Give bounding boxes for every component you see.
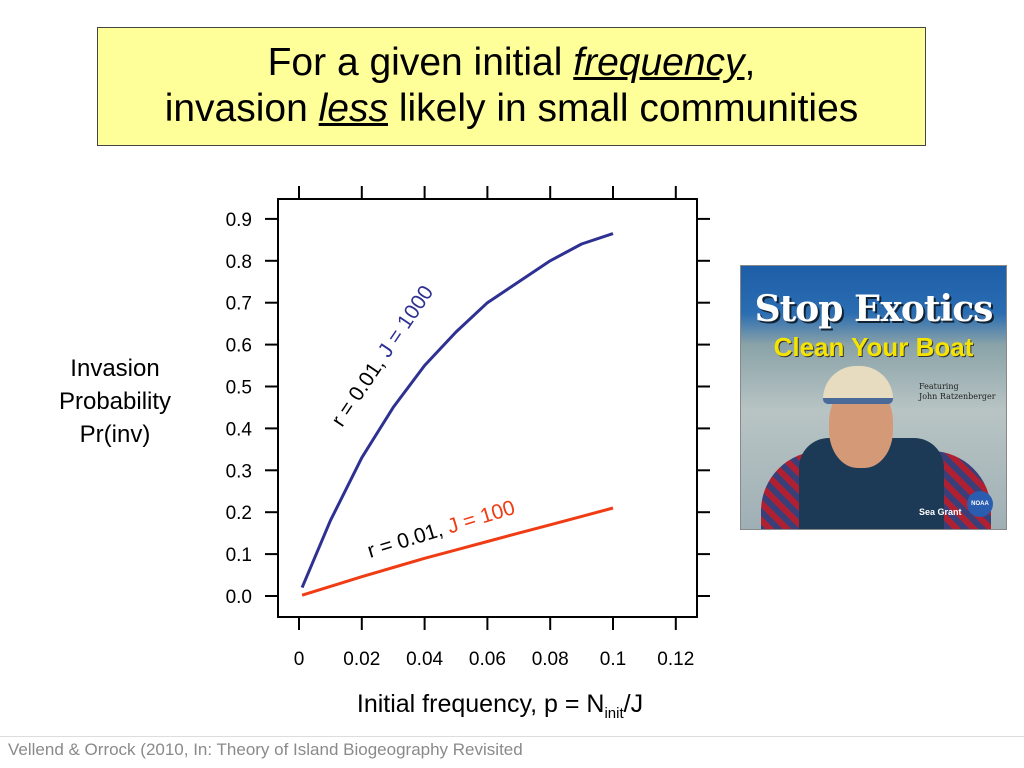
title-text: For a given initial (267, 41, 574, 84)
y-tick-label: 0.3 (226, 461, 252, 482)
stop-exotics-poster-image: Stop Exotics Clean Your Boat Featuring Jo… (740, 265, 1007, 530)
featuring-name: John Ratzenberger (919, 392, 996, 401)
poster-cap (823, 366, 893, 404)
title-text: likely in small communities (388, 87, 859, 130)
featuring-text: Featuring (919, 382, 959, 391)
x-label-text: Initial frequency, p = N (356, 690, 605, 718)
series-line-0 (300, 232, 614, 589)
title-emphasis-frequency: frequency (573, 41, 745, 84)
x-label-subscript: init (604, 705, 624, 722)
x-tick-label: 0.08 (532, 649, 569, 670)
y-tick-label: 0.1 (226, 545, 252, 566)
y-tick-label: 0.4 (226, 419, 253, 440)
y-axis-label: Invasion Probability Pr(inv) (40, 352, 190, 451)
y-tick-label: 0.2 (226, 503, 252, 524)
title-line-1: For a given initial frequency, (98, 40, 925, 86)
citation-footer: Vellend & Orrock (2010, In: Theory of Is… (8, 740, 523, 759)
y-tick-label: 0.7 (226, 294, 252, 315)
x-tick-label: 0 (294, 649, 305, 670)
title-line-2: invasion less likely in small communitie… (98, 86, 925, 132)
title-text: invasion (164, 87, 319, 130)
x-tick-label: 0.1 (600, 649, 626, 670)
y-tick-label: 0.6 (226, 336, 252, 357)
footer-divider (0, 736, 1024, 737)
poster-subhead: Clean Your Boat (773, 332, 974, 362)
y-label-line: Pr(inv) (79, 421, 151, 448)
y-label-line: Probability (58, 388, 172, 415)
sea-grant-logo: Sea Grant (919, 507, 962, 517)
series-label-j1000: r = 0.01, J = 1000 (327, 281, 438, 430)
x-tick-label: 0.12 (657, 649, 694, 670)
x-tick-label: 0.06 (469, 649, 506, 670)
noaa-logo: NOAA (967, 491, 993, 517)
label-j: J = 1000 (374, 281, 438, 361)
x-tick-label: 0.02 (343, 649, 380, 670)
label-r: r = 0.01, (327, 349, 393, 431)
x-tick-label: 0.04 (406, 649, 443, 670)
y-tick-label: 0.8 (226, 252, 252, 273)
y-tick-label: 0.0 (226, 587, 252, 608)
slide-title: For a given initial frequency, invasion … (97, 27, 926, 146)
y-tick-label: 0.9 (226, 210, 252, 231)
title-text: , (744, 41, 756, 84)
poster-featuring: Featuring John Ratzenberger (919, 382, 996, 402)
x-label-text: /J (623, 690, 644, 718)
series-line-1 (301, 506, 614, 597)
x-axis-label: Initial frequency, p = Ninit/J (250, 690, 750, 722)
y-tick-label: 0.5 (226, 378, 252, 399)
poster-headline: Stop Exotics (754, 288, 994, 330)
y-label-line: Invasion (70, 355, 160, 382)
title-emphasis-less: less (318, 87, 388, 130)
label-j: J = 100 (445, 496, 518, 538)
